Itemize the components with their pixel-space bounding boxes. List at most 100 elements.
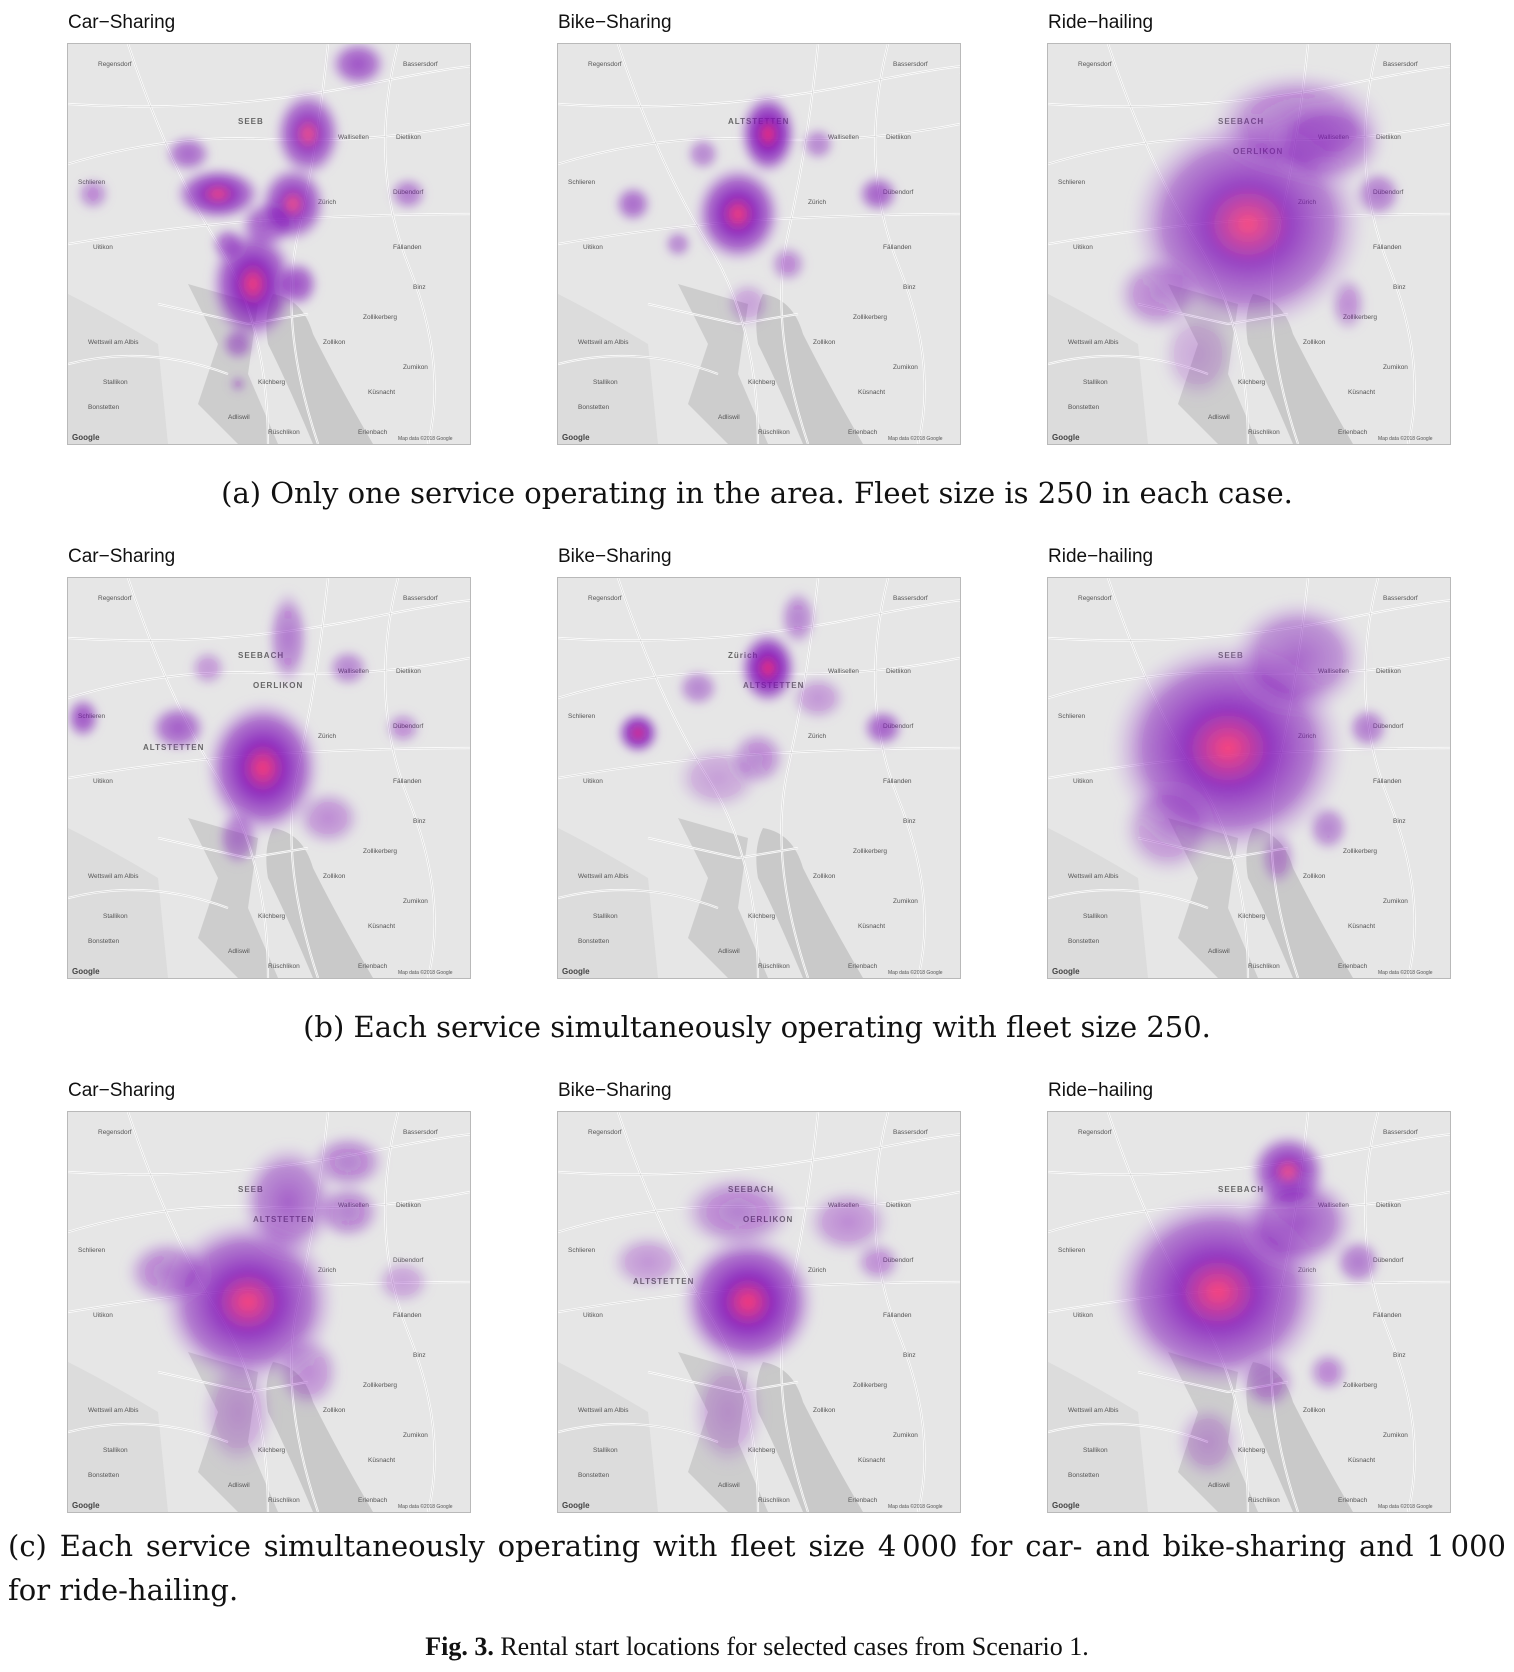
place-label: Bassersdorf [893,1129,928,1136]
heat-blob [1118,778,1218,878]
subcaption-a: (a) Only one service operating in the ar… [221,476,1293,510]
place-label: Binz [903,284,916,291]
heat-blob [1113,254,1203,334]
place-label: Binz [1393,284,1406,291]
subcaption-b: (b) Each service simultaneously operatin… [303,1010,1211,1044]
place-label: Binz [413,818,426,825]
place-label: Zumikon [893,898,918,905]
place-label: Binz [1393,1352,1406,1359]
place-label: Stallikon [1083,379,1108,386]
place-label: Bonstetten [88,404,119,411]
place-label: Erlenbach [358,963,388,970]
place-label: Rüschlikon [1248,429,1280,436]
heat-blob [1173,1402,1243,1482]
place-label: Schlieren [78,1247,105,1254]
place-label: Küsnacht [858,389,885,396]
place-label: Uitikon [1073,244,1093,251]
place-label: Wettswil am Albis [578,1407,629,1414]
google-logo: Google [562,1501,590,1510]
district-label: OERLIKON [253,681,303,690]
place-label: Erlenbach [358,429,388,436]
place-label: Zürich [808,733,826,740]
heatmap-a-car: Regensdorf Bassersdorf Dietlikon Walliselle… [67,43,471,445]
place-label: Adliswil [1208,948,1230,955]
heat-blob [216,808,260,868]
heat-layer [616,588,905,813]
place-label: Adliswil [228,948,250,955]
place-label: Bassersdorf [1383,61,1418,68]
google-logo: Google [1052,967,1080,976]
place-label: Regensdorf [588,595,622,602]
place-label: Bonstetten [88,938,119,945]
place-label: Regensdorf [588,61,622,68]
place-label: Zollikerberg [853,1382,887,1389]
heat-blob [1306,803,1350,853]
map-svg: RegensdorfBassersdorfDietlikonWalliselle… [1048,44,1450,444]
place-label: Dietlikon [396,1202,421,1209]
place-label: Binz [1393,818,1406,825]
place-label: Zollikon [323,339,346,346]
map-attribution: Map data ©2018 Google [398,435,453,442]
place-label: Bonstetten [88,1472,119,1479]
heat-blob [778,588,818,648]
heat-blob [210,226,246,262]
map-attribution: Map data ©2018 Google [398,969,453,976]
heat-blob [383,710,423,746]
place-label: Zollikerberg [1343,848,1377,855]
place-label: Wettswil am Albis [88,339,139,346]
map-attribution: Map data ©2018 Google [888,969,943,976]
heat-blob [678,1172,798,1252]
heat-blob [68,696,101,740]
place-label: Schlieren [1058,1247,1085,1254]
heat-layer [1108,598,1390,888]
heat-layer [608,1172,903,1472]
place-label: Rüschlikon [758,429,790,436]
heat-blob [198,1352,278,1472]
place-label: Regensdorf [1078,61,1112,68]
google-logo: Google [72,967,100,976]
place-label: Regensdorf [588,1129,622,1136]
place-label: Schlieren [1058,713,1085,720]
place-label: Adliswil [228,414,250,421]
place-label: Bonstetten [1068,938,1099,945]
place-label: Fällanden [883,1312,912,1319]
place-label: Küsnacht [1348,1457,1375,1464]
place-label: Adliswil [1208,1482,1230,1489]
place-label: Dietlikon [886,1202,911,1209]
place-label: Wettswil am Albis [88,873,139,880]
panel-title-b-bike: Bike−Sharing [558,546,672,567]
district-label: SEEB [238,117,264,126]
heat-blob [616,711,660,755]
heat-blob [163,134,213,174]
place-label: Zumikon [893,364,918,371]
place-label: Fällanden [1373,1312,1402,1319]
place-label: Wettswil am Albis [578,339,629,346]
place-label: Zollikon [1303,873,1326,880]
place-label: Zumikon [1383,364,1408,371]
place-label: Zumikon [1383,1432,1408,1439]
heat-blob [273,89,343,179]
heat-blob [203,698,323,838]
place-label: Zollikerberg [363,1382,397,1389]
place-label: Rüschlikon [268,963,300,970]
place-label: Rüschlikon [268,1497,300,1504]
place-label: Zumikon [1383,898,1408,905]
place-label: Binz [413,1352,426,1359]
place-label: Kilchberg [1238,379,1265,386]
place-label: Regensdorf [1078,595,1112,602]
heat-layer [1113,69,1403,404]
place-label: Zumikon [403,1432,428,1439]
place-label: Stallikon [593,1447,618,1454]
place-label: Erlenbach [1338,1497,1368,1504]
heat-blob [693,164,783,264]
figure-caption-text: Rental start locations for selected case… [500,1632,1089,1661]
place-label: Zollikerberg [1343,1382,1377,1389]
heatmap-b-bike: Regensdorf Bassersdorf Dietlikon Walliselle… [557,577,961,979]
heat-blob [1353,169,1403,219]
place-label: Dietlikon [886,668,911,675]
place-label: Rüschlikon [1248,1497,1280,1504]
place-label: Zumikon [403,364,428,371]
place-label: Fällanden [883,778,912,785]
